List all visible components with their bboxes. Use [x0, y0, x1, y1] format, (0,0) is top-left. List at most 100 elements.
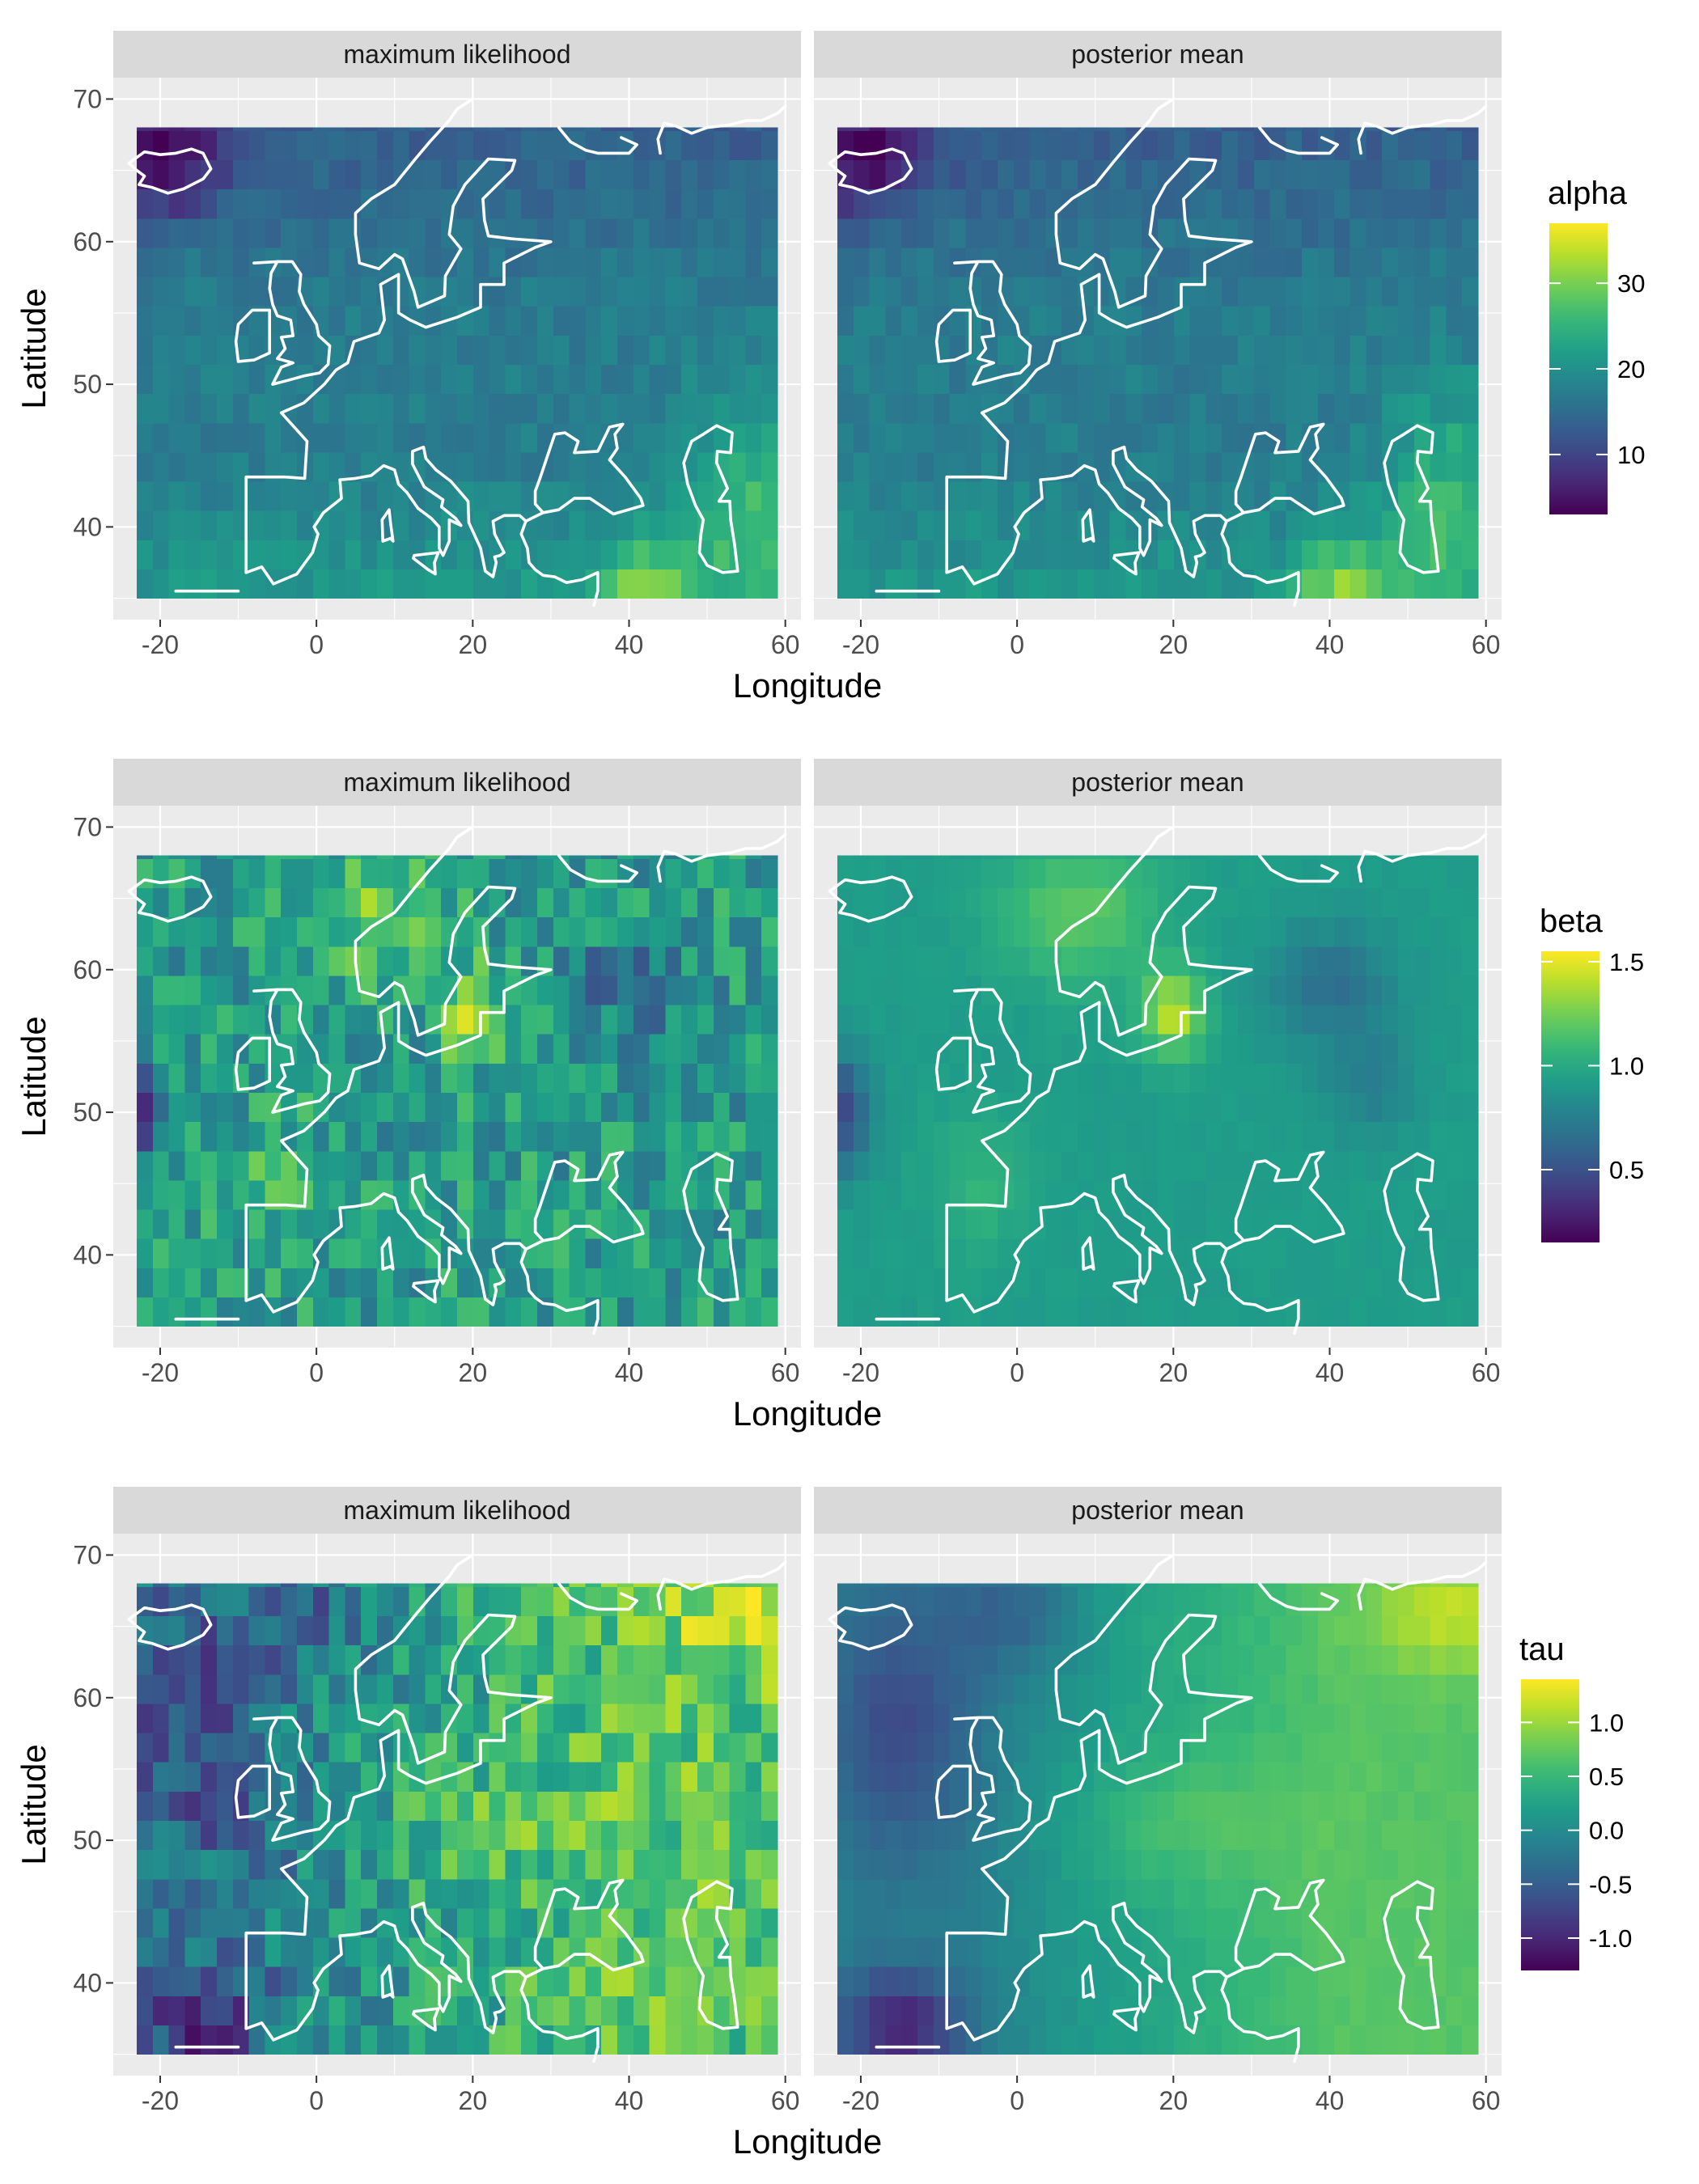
heatmap-tile — [1109, 335, 1126, 365]
heatmap-tile — [1205, 1121, 1222, 1152]
heatmap-tile — [1029, 335, 1046, 365]
heatmap-tile — [1222, 1297, 1239, 1327]
heatmap-tile — [472, 1092, 490, 1123]
heatmap-tile — [136, 1674, 154, 1704]
heatmap-tile — [184, 1004, 201, 1035]
heatmap-tile — [901, 306, 918, 336]
heatmap-tile — [521, 1791, 538, 1821]
heatmap-tile — [1413, 1238, 1431, 1268]
heatmap-tile — [1238, 1762, 1255, 1792]
heatmap-tile — [649, 451, 667, 482]
heatmap-tile — [633, 306, 650, 336]
heatmap-tile — [265, 1644, 282, 1675]
heatmap-tile — [296, 2025, 314, 2055]
x-tick-label: 60 — [1472, 630, 1501, 659]
heatmap-tile — [409, 218, 426, 248]
heatmap-tile — [745, 1820, 762, 1851]
heatmap-tile — [729, 247, 747, 277]
legend-colorbar — [1541, 951, 1599, 1242]
heatmap-tile — [425, 188, 442, 219]
heatmap-tile — [1173, 335, 1191, 365]
heatmap-tile — [1061, 1849, 1078, 1880]
heatmap-tile — [713, 159, 731, 190]
heatmap-tile — [1173, 1063, 1191, 1093]
heatmap-tile — [713, 306, 731, 336]
heatmap-tile — [837, 1762, 854, 1792]
heatmap-tile — [168, 1996, 185, 2026]
heatmap-tile — [761, 916, 778, 947]
heatmap-tile — [1318, 1004, 1335, 1035]
heatmap-tile — [1173, 422, 1191, 453]
heatmap-tile — [761, 1762, 778, 1792]
heatmap-tile — [697, 1208, 714, 1239]
heatmap-tile — [1173, 127, 1191, 131]
heatmap-tile — [1045, 1238, 1062, 1268]
heatmap-tile — [917, 364, 934, 395]
heatmap-tile — [1077, 1849, 1095, 1880]
heatmap-tile — [761, 569, 778, 599]
heatmap-tile — [152, 1238, 170, 1268]
heatmap-tile — [296, 306, 314, 336]
heatmap-tile — [505, 422, 522, 453]
heatmap-tile — [917, 1820, 934, 1851]
heatmap-tile — [901, 1583, 918, 1587]
heatmap-tile — [585, 946, 602, 976]
heatmap-tile — [837, 1583, 854, 1587]
heatmap-tile — [521, 946, 538, 976]
heatmap-tile — [1302, 887, 1319, 918]
heatmap-tile — [1269, 1583, 1287, 1587]
heatmap-tile — [1413, 1583, 1431, 1587]
heatmap-tile — [729, 1297, 747, 1327]
x-tick-label: -20 — [842, 630, 879, 659]
heatmap-tile — [917, 858, 934, 888]
heatmap-tile — [216, 1121, 234, 1152]
heatmap-tile — [1318, 858, 1335, 888]
heatmap-tile — [981, 1644, 998, 1675]
coastline — [945, 1553, 1253, 2030]
heatmap-tile — [665, 335, 682, 365]
heatmap-tile — [521, 1703, 538, 1733]
heatmap-tile — [1238, 1849, 1255, 1880]
heatmap-tile — [1366, 393, 1383, 424]
heatmap-tile — [997, 1936, 1015, 1967]
heatmap-tile — [1222, 1936, 1239, 1967]
heatmap-tile — [232, 858, 250, 888]
heatmap-tile — [837, 1996, 854, 2026]
heatmap-tile — [917, 1674, 934, 1704]
heatmap-tile — [745, 1034, 762, 1064]
heatmap-tile — [345, 1034, 362, 1064]
heatmap-tile — [361, 1878, 378, 1909]
heatmap-tile — [184, 1878, 201, 1909]
heatmap-tile — [1061, 1092, 1078, 1123]
heatmap-tile — [1318, 393, 1335, 424]
heatmap-tile — [665, 1034, 682, 1064]
heatmap-tile — [312, 975, 330, 1005]
coastline — [945, 97, 1253, 574]
heatmap-tile — [312, 1615, 330, 1646]
heatmap-tile — [601, 247, 618, 277]
heatmap-tile — [1142, 422, 1159, 453]
heatmap-tile — [1061, 975, 1078, 1005]
heatmap-tile — [745, 1208, 762, 1239]
heatmap-tile — [885, 306, 902, 336]
heatmap-tile — [617, 422, 634, 453]
heatmap-tile — [649, 855, 667, 859]
heatmap-tile — [1093, 335, 1111, 365]
heatmap-tile — [665, 1583, 682, 1587]
heatmap-tile — [216, 335, 234, 365]
heatmap-tile — [265, 159, 282, 190]
heatmap-tile — [361, 1820, 378, 1851]
heatmap-tile — [1430, 1583, 1447, 1587]
heatmap-tile — [1029, 1762, 1046, 1792]
heatmap-tile — [345, 188, 362, 219]
heatmap-tile — [409, 188, 426, 219]
heatmap-tile — [345, 916, 362, 947]
heatmap-tile — [997, 1208, 1015, 1239]
heatmap-tile — [457, 887, 474, 918]
heatmap-tile — [853, 1004, 871, 1035]
heatmap-tile — [1189, 569, 1207, 599]
heatmap-tile — [1109, 159, 1126, 190]
heatmap-tile — [152, 1878, 170, 1909]
heatmap-tile — [1253, 1878, 1271, 1909]
heatmap-tile — [312, 1004, 330, 1035]
